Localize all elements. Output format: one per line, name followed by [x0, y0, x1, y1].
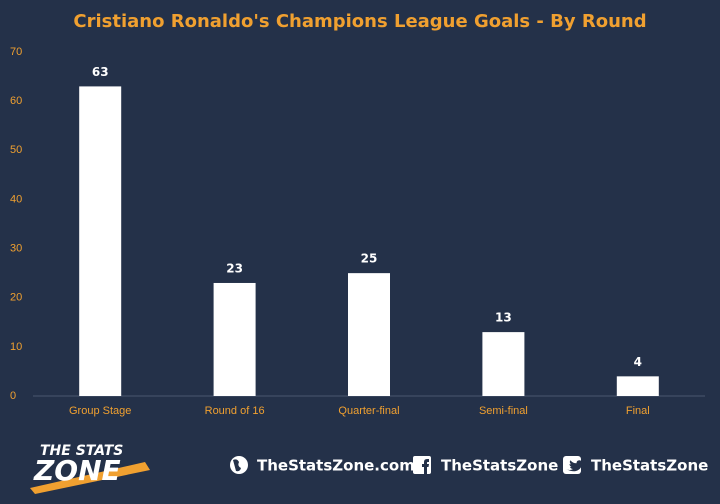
logo: THE STATS ZONE: [30, 443, 150, 494]
x-tick-label: Round of 16: [205, 405, 265, 417]
y-tick-label: 40: [10, 193, 22, 205]
x-tick-label: Semi-final: [479, 405, 528, 417]
x-tick-label: Quarter-final: [338, 405, 399, 417]
x-tick-label: Final: [626, 405, 650, 417]
website: TheStatsZone.com: [257, 457, 415, 475]
bar: [79, 86, 122, 397]
value-label: 23: [226, 261, 243, 275]
facebook-handle: TheStatsZone: [441, 457, 558, 475]
chart-title: Cristiano Ronaldo's Champions League Goa…: [73, 11, 646, 32]
bar: [616, 376, 659, 396]
y-tick-label: 0: [10, 390, 16, 402]
twitter-icon: [563, 456, 583, 474]
twitter-handle: TheStatsZone: [591, 457, 708, 475]
y-tick-label: 20: [10, 292, 22, 304]
bar: [213, 282, 256, 396]
y-tick-label: 30: [10, 242, 22, 254]
globe-icon: [230, 456, 248, 474]
y-tick-label: 70: [10, 46, 22, 58]
y-tick-label: 50: [10, 144, 22, 156]
facebook-icon: [413, 456, 431, 474]
value-label: 13: [495, 311, 512, 325]
value-label: 63: [92, 65, 109, 79]
y-tick-label: 10: [10, 341, 22, 353]
value-label: 25: [361, 252, 378, 266]
bar: [482, 332, 525, 396]
bar: [348, 273, 390, 396]
logo-bottom: ZONE: [33, 454, 121, 487]
x-tick-label: Group Stage: [69, 405, 131, 417]
value-label: 4: [634, 355, 642, 369]
y-tick-label: 60: [10, 95, 22, 107]
logo-top: THE STATS: [40, 443, 123, 459]
logo-swoosh: [30, 462, 150, 494]
